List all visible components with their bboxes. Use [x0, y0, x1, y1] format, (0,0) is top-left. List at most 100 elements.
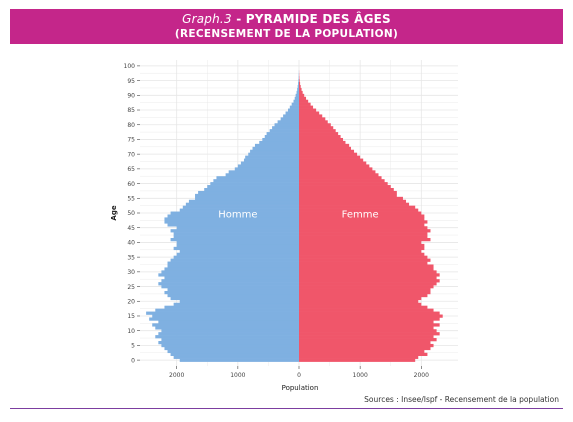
bar-homme [204, 187, 299, 192]
bar-femme [299, 255, 428, 259]
bar-femme [299, 276, 437, 280]
bar-femme [299, 311, 440, 315]
bar-homme [158, 332, 299, 336]
bar-femme [299, 252, 425, 256]
bar-homme [161, 279, 299, 283]
bar-femme [299, 229, 431, 233]
population-pyramid-chart: 0 5 10 15 20 25 30 35 40 45 50 55 60 65 70 75 80 85 90 95 10… [110, 60, 458, 392]
y-tick-label: 90 [127, 93, 135, 100]
bar-homme [296, 90, 299, 95]
bar-femme [299, 217, 425, 221]
y-tick-label: 30 [127, 269, 135, 276]
bar-homme [158, 282, 299, 286]
bar-femme [299, 308, 434, 312]
bar-homme [173, 302, 299, 306]
bar-femme [299, 117, 326, 121]
bar-femme [299, 296, 422, 301]
y-tick-label: 45 [127, 225, 135, 232]
bar-femme [299, 196, 403, 201]
bar-femme [299, 314, 443, 318]
bar-femme [299, 161, 367, 165]
bar-femme [299, 238, 431, 242]
bar-homme [298, 79, 299, 83]
bar-homme [266, 132, 299, 136]
bar-homme [164, 267, 299, 271]
bar-homme [167, 261, 299, 265]
x-tick-label: 1000 [230, 372, 245, 379]
bar-homme [164, 220, 299, 224]
bar-femme [299, 349, 425, 354]
bar-homme [254, 143, 299, 148]
bar-femme [299, 202, 410, 206]
y-tick-label: 25 [127, 284, 135, 291]
header-title-line: Graph.3 - PYRAMIDE DES ÂGES [10, 12, 563, 27]
bar-femme [299, 126, 334, 130]
bar-homme [272, 126, 299, 130]
bar-homme [167, 264, 299, 268]
bar-homme [179, 249, 299, 254]
bar-homme [155, 326, 299, 330]
bar-femme [299, 158, 364, 162]
bar-femme [299, 164, 370, 168]
label-femme: Femme [342, 209, 379, 220]
bar-homme [188, 199, 299, 204]
x-axis-label: Population [282, 384, 319, 392]
bar-femme [299, 332, 440, 336]
bar-homme [164, 346, 299, 351]
bar-homme [152, 314, 299, 318]
chart-subtitle: (RECENSEMENT DE LA POPULATION) [174, 28, 399, 40]
bar-homme [173, 255, 299, 259]
bar-femme [299, 140, 346, 145]
bar-femme [299, 346, 431, 351]
bar-femme [299, 143, 350, 148]
bar-homme [283, 114, 299, 118]
bar-femme [299, 102, 311, 106]
bar-femme [299, 214, 425, 218]
bar-homme [228, 170, 299, 174]
bar-femme [299, 282, 437, 286]
bar-femme [299, 243, 425, 248]
bar-homme [176, 252, 299, 256]
bar-homme [195, 196, 299, 201]
bar-femme [299, 176, 382, 180]
bar-homme [164, 305, 299, 309]
bar-homme [170, 258, 299, 262]
bar-homme [250, 149, 299, 153]
bar-homme [179, 299, 299, 304]
chart-title: PYRAMIDE DES ÂGES [245, 12, 391, 26]
chart-header: Graph.3 - PYRAMIDE DES ÂGES (RECENSEMENT… [10, 9, 563, 44]
bar-homme [295, 93, 299, 98]
bar-homme [225, 173, 299, 177]
bar-femme [299, 335, 434, 339]
bar-homme [152, 323, 299, 327]
bar-femme [299, 246, 425, 251]
bar-homme [173, 246, 299, 251]
bar-homme [287, 108, 299, 112]
bar-femme [299, 293, 428, 298]
bar-homme [173, 355, 299, 359]
bar-femme [299, 317, 440, 321]
bar-femme [299, 132, 339, 136]
bar-femme [299, 185, 391, 189]
bar-femme [299, 279, 440, 283]
bar-homme [149, 317, 299, 321]
bar-femme [299, 358, 416, 362]
y-tick-label: 60 [127, 181, 135, 188]
bars-group [146, 70, 443, 362]
bar-homme [285, 111, 299, 115]
bar-femme [299, 352, 428, 357]
bar-homme [164, 290, 299, 295]
bar-femme [299, 193, 397, 198]
bar-homme [155, 308, 299, 312]
bar-femme [299, 305, 428, 309]
y-tick-label: 20 [127, 298, 135, 305]
header-separator: - [236, 12, 242, 26]
bar-homme [298, 82, 299, 86]
bar-homme [291, 102, 299, 106]
bar-femme [299, 223, 425, 227]
bar-femme [299, 108, 317, 112]
bar-femme [299, 120, 328, 124]
bar-homme [207, 185, 299, 189]
bar-femme [299, 320, 434, 324]
footer-rule [10, 408, 563, 409]
